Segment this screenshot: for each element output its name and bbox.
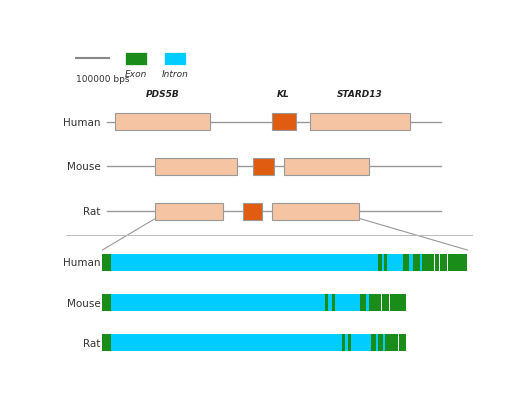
Text: STARD13: STARD13 xyxy=(337,90,382,99)
Text: KL: KL xyxy=(277,90,289,99)
Text: Human: Human xyxy=(63,117,100,127)
Bar xyxy=(435,254,439,271)
Bar xyxy=(440,254,447,271)
Bar xyxy=(399,334,406,352)
Bar xyxy=(243,203,262,220)
Bar xyxy=(103,294,112,311)
Bar xyxy=(103,334,112,352)
Bar xyxy=(409,254,413,271)
Bar xyxy=(383,334,386,352)
Bar xyxy=(360,294,366,311)
Bar xyxy=(371,334,376,352)
Bar xyxy=(386,334,398,352)
Bar xyxy=(271,114,296,131)
Bar xyxy=(310,114,410,131)
Bar xyxy=(332,294,335,311)
Bar xyxy=(254,158,275,176)
Bar xyxy=(413,254,420,271)
Bar xyxy=(156,203,222,220)
Bar xyxy=(420,254,422,271)
Bar xyxy=(378,254,382,271)
Bar xyxy=(348,334,351,352)
Bar xyxy=(156,158,237,176)
Bar xyxy=(387,254,403,271)
Bar xyxy=(115,114,210,131)
Bar xyxy=(366,294,369,311)
Bar xyxy=(422,254,434,271)
Bar xyxy=(378,334,383,352)
Bar xyxy=(382,254,384,271)
Text: Mouse: Mouse xyxy=(67,162,100,172)
Bar xyxy=(403,254,409,271)
Bar xyxy=(335,294,360,311)
Text: Intron: Intron xyxy=(161,70,188,79)
Bar xyxy=(351,334,371,352)
Bar xyxy=(103,254,112,271)
Bar xyxy=(326,294,328,311)
Text: Rat: Rat xyxy=(83,338,100,348)
Bar xyxy=(328,294,332,311)
Text: Human: Human xyxy=(63,258,100,268)
Bar xyxy=(369,294,381,311)
Bar xyxy=(382,294,389,311)
Bar xyxy=(448,254,467,271)
Bar xyxy=(271,203,359,220)
Text: 100000 bps: 100000 bps xyxy=(76,74,129,83)
Bar xyxy=(384,254,387,271)
Text: Exon: Exon xyxy=(125,70,147,79)
Text: PDS5B: PDS5B xyxy=(146,90,179,99)
Bar xyxy=(345,334,348,352)
Text: Mouse: Mouse xyxy=(67,298,100,308)
Bar xyxy=(284,158,369,176)
Bar xyxy=(112,294,326,311)
Bar xyxy=(112,334,342,352)
Bar xyxy=(125,53,147,66)
Bar xyxy=(390,294,406,311)
Bar xyxy=(342,334,345,352)
Bar xyxy=(112,254,378,271)
Bar xyxy=(164,53,186,66)
Text: Rat: Rat xyxy=(83,207,100,217)
Bar xyxy=(376,334,378,352)
